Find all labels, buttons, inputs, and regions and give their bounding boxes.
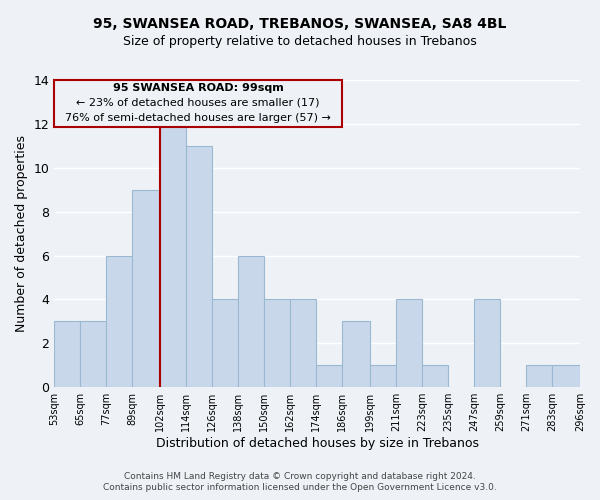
Bar [212,300,238,387]
Bar [264,300,290,387]
Bar [106,256,132,387]
Text: Contains HM Land Registry data © Crown copyright and database right 2024.: Contains HM Land Registry data © Crown c… [124,472,476,481]
Bar [290,300,316,387]
Bar [160,124,186,387]
Bar [370,366,396,387]
Text: 95, SWANSEA ROAD, TREBANOS, SWANSEA, SA8 4BL: 95, SWANSEA ROAD, TREBANOS, SWANSEA, SA8… [94,18,506,32]
Y-axis label: Number of detached properties: Number of detached properties [15,135,28,332]
Bar [132,190,160,387]
Text: ← 23% of detached houses are smaller (17): ← 23% of detached houses are smaller (17… [76,98,320,108]
Bar [474,300,500,387]
Bar [80,322,106,387]
Text: Contains public sector information licensed under the Open Government Licence v3: Contains public sector information licen… [103,484,497,492]
Bar [316,366,342,387]
Bar [526,366,552,387]
Text: 76% of semi-detached houses are larger (57) →: 76% of semi-detached houses are larger (… [65,112,331,122]
Text: 95 SWANSEA ROAD: 99sqm: 95 SWANSEA ROAD: 99sqm [113,83,284,93]
Bar [342,322,370,387]
Bar [186,146,212,387]
Bar [54,322,80,387]
Bar [422,366,448,387]
Text: Size of property relative to detached houses in Trebanos: Size of property relative to detached ho… [123,35,477,48]
FancyBboxPatch shape [54,80,342,127]
X-axis label: Distribution of detached houses by size in Trebanos: Distribution of detached houses by size … [155,437,479,450]
Bar [238,256,264,387]
Bar [552,366,580,387]
Bar [396,300,422,387]
